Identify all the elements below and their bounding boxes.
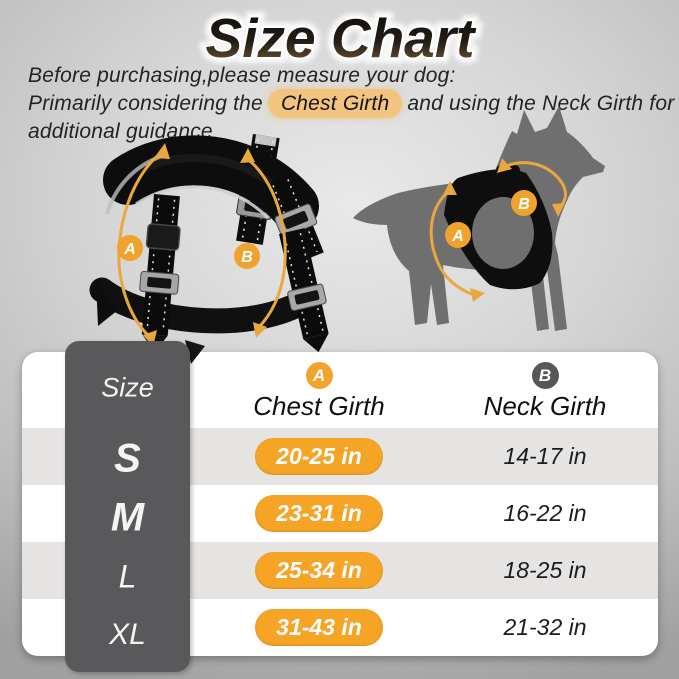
chest-girth-header: A Chest Girth	[206, 360, 432, 424]
dog-marker-b-icon: B	[511, 190, 537, 216]
harness-bottom-band	[89, 277, 319, 334]
chest-girth-pill: 25-34 in	[255, 552, 383, 589]
svg-text:A: A	[451, 228, 464, 245]
dog-chest-measure-arc	[429, 181, 485, 302]
dog-illustration: A B	[353, 106, 605, 331]
neck-girth-value: 18-25 in	[503, 557, 587, 583]
dog-neck-measure-arc	[497, 158, 567, 217]
neck-girth-value: 14-17 in	[503, 443, 587, 469]
intro-line-3: additional guidance	[28, 120, 213, 143]
intro-line-2-prefix: Primarily considering the	[28, 92, 263, 115]
size-column: Size S M L XL	[65, 341, 190, 672]
size-label-l: L	[118, 558, 137, 595]
harness-marker-b-icon: B	[234, 243, 260, 269]
harness-right-lower-strap	[279, 228, 329, 353]
intro-line-2-suffix: and using the Neck Girth for	[407, 92, 675, 115]
chest-girth-pill: 23-31 in	[255, 495, 383, 532]
chest-girth-header-label: Chest Girth	[253, 391, 385, 421]
harness-marker-a-icon: A	[117, 235, 143, 261]
harness-ring-opening	[472, 197, 534, 269]
svg-text:B: B	[518, 196, 530, 213]
chest-girth-pill: 20-25 in	[255, 438, 383, 475]
neck-girth-value: 16-22 in	[503, 500, 587, 526]
chest-girth-highlight: Chest Girth	[267, 89, 403, 118]
neck-girth-header-label: Neck Girth	[483, 391, 607, 421]
intro-line-1: Before purchasing,please measure your do…	[28, 64, 456, 87]
svg-text:B: B	[241, 249, 253, 266]
intro-text: Before purchasing,please measure your do…	[28, 62, 674, 145]
neck-measure-arc	[240, 148, 287, 338]
neck-girth-value: 21-32 in	[503, 614, 587, 640]
dog-marker-a-icon: A	[445, 222, 471, 248]
title-glow: Size Chart	[206, 7, 478, 69]
title-text: Size Chart	[206, 7, 478, 69]
harness-illustration: A B	[89, 134, 329, 353]
size-column-header: Size	[101, 372, 154, 403]
neck-marker-b-icon: B	[531, 362, 559, 389]
size-label-xl: XL	[109, 618, 146, 651]
svg-text:A: A	[123, 241, 136, 258]
size-label-m: M	[110, 495, 145, 540]
chest-girth-pill: 31-43 in	[255, 609, 383, 646]
intro-line-2: Primarily considering the Chest Girth and …	[28, 89, 674, 118]
neck-girth-header: B Neck Girth	[432, 360, 658, 424]
page-title: Size Chart Size Chart	[200, 2, 484, 72]
size-label-s: S	[114, 436, 141, 481]
chest-marker-a-icon: A	[305, 362, 333, 389]
